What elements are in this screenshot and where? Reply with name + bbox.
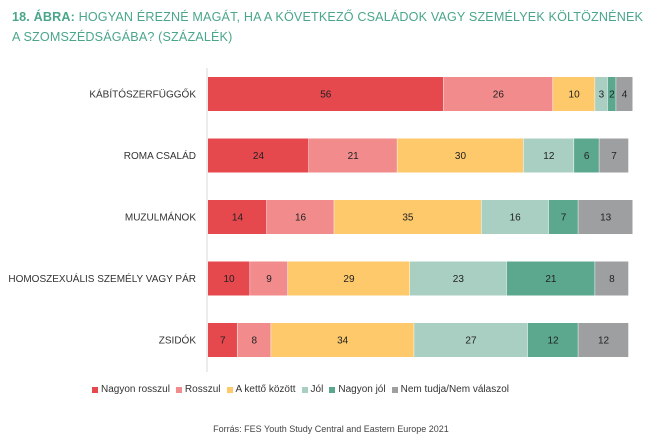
data-label: 7 xyxy=(220,336,226,347)
data-label: 3 xyxy=(599,90,605,101)
data-label: 16 xyxy=(510,213,522,224)
legend-item: Jól xyxy=(301,384,324,395)
legend-label: Rosszul xyxy=(184,384,221,395)
data-label: 12 xyxy=(598,336,610,347)
bar-segment xyxy=(208,323,237,357)
legend-label: A kettő között xyxy=(235,384,296,395)
legend-label: Nagyon jól xyxy=(338,384,386,395)
bar-segment xyxy=(397,138,524,173)
chart-title-text: HOGYAN ÉREZNÉ MAGÁT, HA A KÖVETKEZŐ CSAL… xyxy=(12,10,644,44)
bar-segment xyxy=(607,77,616,111)
source-note: Forrás: FES Youth Study Central and East… xyxy=(213,424,449,434)
legend-item: Nagyon rosszul xyxy=(92,384,170,395)
legend-item: Rosszul xyxy=(175,384,221,395)
category-label: ROMA CSALÁD xyxy=(124,149,196,162)
data-label: 10 xyxy=(569,90,581,101)
bar-segment xyxy=(250,261,288,296)
bar-segment xyxy=(208,77,444,111)
data-label: 7 xyxy=(611,151,617,162)
legend-label: Nagyon rosszul xyxy=(101,384,170,395)
data-label: 12 xyxy=(547,336,559,347)
chart-title-prefix: 18. ÁBRA: xyxy=(12,10,75,24)
bar-segment xyxy=(237,323,271,357)
legend-label: Nem tudja/Nem válaszol xyxy=(400,384,509,395)
data-label: 16 xyxy=(295,213,307,224)
category-label: ZSIDÓK xyxy=(159,334,197,347)
bar-segment xyxy=(266,200,334,234)
data-label: 4 xyxy=(622,90,628,101)
data-label: 2 xyxy=(609,90,615,101)
data-label: 26 xyxy=(493,90,505,101)
data-label: 23 xyxy=(453,274,465,285)
bar-segment xyxy=(599,138,629,173)
bar-segment xyxy=(595,77,608,111)
legend-item: Nem tudja/Nem válaszol xyxy=(391,384,509,395)
data-label: 10 xyxy=(223,274,235,285)
legend-swatch xyxy=(226,386,233,393)
data-label: 8 xyxy=(609,274,615,285)
legend-label: Jól xyxy=(310,384,324,395)
bar-segment xyxy=(208,261,250,296)
bar-segment xyxy=(506,261,595,296)
bar-segment xyxy=(548,200,578,234)
bar-segment xyxy=(334,200,482,234)
data-label: 30 xyxy=(455,151,467,162)
bar-segment xyxy=(574,138,599,173)
bar-segment xyxy=(553,77,595,111)
chart-legend: Nagyon rosszul Rosszul A kettő között Jól Na… xyxy=(92,384,515,395)
data-label: 14 xyxy=(232,213,244,224)
data-label: 12 xyxy=(543,151,555,162)
legend-item: A kettő között xyxy=(226,384,296,395)
bar-segment xyxy=(409,261,507,296)
data-label: 9 xyxy=(266,274,272,285)
bar-segment xyxy=(308,138,397,173)
bar-segment xyxy=(208,138,309,173)
chart-title: 18. ÁBRA: HOGYAN ÉREZNÉ MAGÁT, HA A KÖVE… xyxy=(12,7,652,47)
data-label: 34 xyxy=(337,336,349,347)
bar-segment xyxy=(578,323,629,357)
bar-segment xyxy=(578,200,633,234)
data-label: 7 xyxy=(561,213,567,224)
bar-segment xyxy=(527,323,578,357)
bar-segment xyxy=(443,77,553,111)
bar-segment xyxy=(414,323,528,357)
data-label: 6 xyxy=(584,151,590,162)
bar-segment xyxy=(481,200,549,234)
category-label: KÁBÍTÓSZERFÜGGŐK xyxy=(89,87,196,101)
bar-segment xyxy=(287,261,410,296)
data-label: 13 xyxy=(600,213,612,224)
data-label: 21 xyxy=(545,274,557,285)
bar-segment xyxy=(523,138,574,173)
category-label: HOMOSZEXUÁLIS SZEMÉLY VAGY PÁR xyxy=(8,272,196,285)
data-label: 56 xyxy=(320,90,332,101)
legend-swatch xyxy=(92,386,98,393)
data-label: 21 xyxy=(348,151,360,162)
bar-segment xyxy=(208,200,267,234)
bar-segment xyxy=(616,77,633,111)
bar-segment xyxy=(595,261,629,296)
legend-item: Nagyon jól xyxy=(329,384,386,395)
legend-swatch xyxy=(175,386,182,393)
legend-swatch xyxy=(301,386,308,393)
data-label: 24 xyxy=(253,151,265,162)
data-label: 35 xyxy=(402,213,414,224)
data-label: 29 xyxy=(343,274,355,285)
category-label: MUZULMÁNOK xyxy=(125,211,196,224)
bar-segment xyxy=(271,323,414,357)
legend-swatch xyxy=(391,386,398,393)
legend-swatch xyxy=(329,386,336,393)
data-label: 8 xyxy=(252,336,258,347)
data-label: 27 xyxy=(465,336,477,347)
